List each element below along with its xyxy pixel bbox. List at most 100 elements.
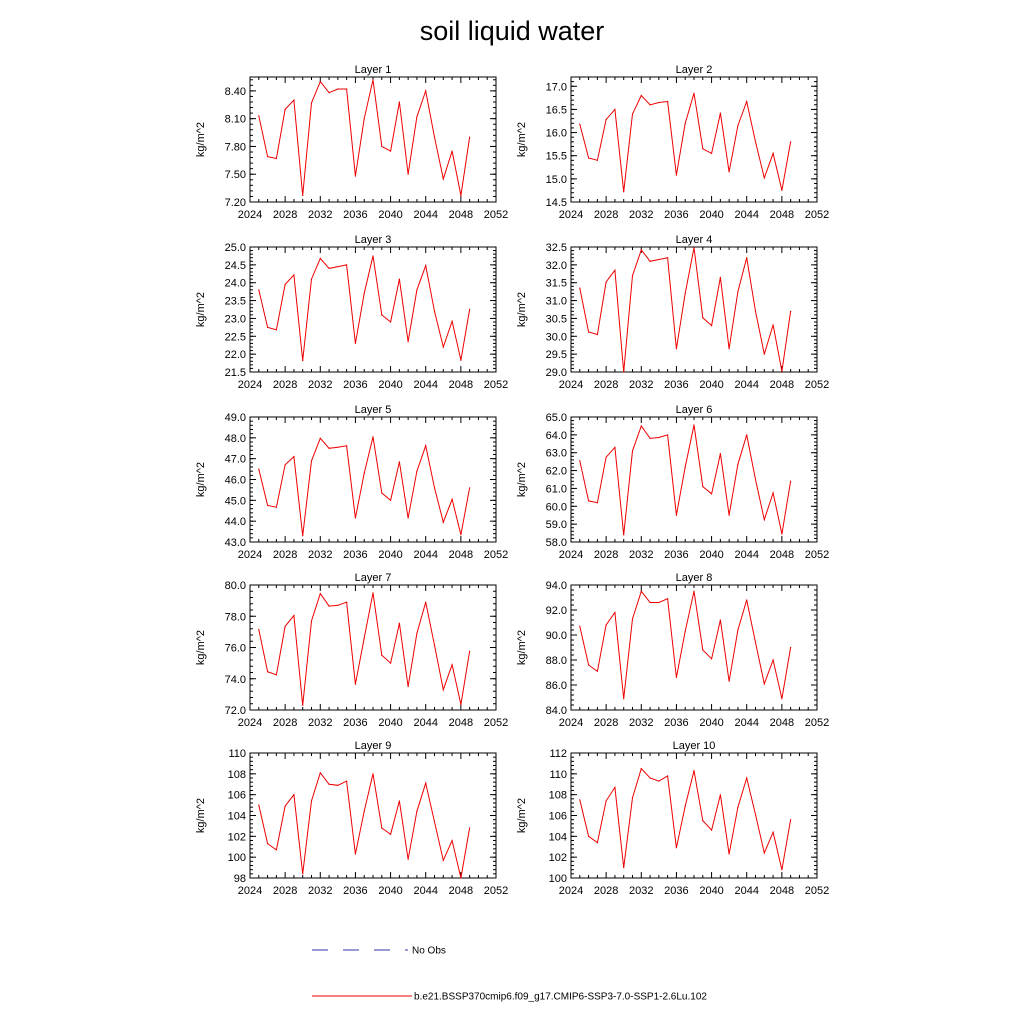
chart-3-point — [451, 320, 453, 322]
chart-2-ytick-label: 17.0 — [546, 81, 567, 93]
chart-8-xtick-label: 2052 — [805, 717, 829, 729]
chart-2-point — [719, 112, 721, 114]
chart-4-point — [693, 247, 695, 249]
chart-10-point — [746, 777, 748, 779]
chart-5-point — [328, 447, 330, 449]
chart-6-point — [605, 456, 607, 458]
chart-9-point — [416, 810, 418, 812]
chart-7-xtick-label: 2048 — [449, 717, 473, 729]
chart-6-ytick-label: 60.0 — [546, 501, 567, 513]
chart-8-xtick-label: 2048 — [770, 717, 794, 729]
chart-3-xtick-label: 2032 — [308, 379, 332, 391]
chart-6-point — [728, 514, 730, 516]
chart-7-ylabel: kg/m^2 — [195, 630, 207, 665]
chart-5-xtick-label: 2032 — [308, 549, 332, 561]
chart-1-xtick-label: 2040 — [378, 209, 402, 221]
chart-panel-layer-10: Layer 10 2024 2028 2032 2036 2040 2044 2048 2052… — [516, 740, 829, 897]
chart-4-point — [790, 310, 792, 312]
chart-9-ylabel: kg/m^2 — [195, 798, 207, 833]
chart-3-xtick-label: 2028 — [273, 379, 297, 391]
chart-1-point — [469, 136, 471, 138]
chart-4-xtick-label: 2040 — [699, 379, 723, 391]
chart-8-ytick-label: 86.0 — [546, 680, 567, 692]
chart-7-point — [372, 592, 374, 594]
chart-7-point — [310, 620, 313, 622]
chart-3-point — [407, 341, 409, 343]
chart-5-xtick-label: 2036 — [343, 549, 367, 561]
chart-3-point — [293, 274, 295, 276]
chart-10-xtick-label: 2048 — [770, 885, 794, 897]
chart-2-ytick-label: 15.0 — [546, 174, 567, 186]
chart-8-point — [684, 630, 686, 632]
chart-10-point — [684, 805, 686, 807]
chart-2-ytick-label: 16.0 — [546, 128, 567, 140]
chart-7-point — [337, 604, 339, 606]
chart-3-point — [389, 321, 392, 323]
chart-7-frame — [249, 584, 497, 711]
chart-7-ytick-label: 72.0 — [225, 705, 246, 717]
chart-7-point — [284, 625, 286, 628]
chart-1-ytick-label: 7.80 — [225, 141, 246, 153]
chart-8-ytick-label: 94.0 — [546, 580, 567, 592]
chart-3-point — [266, 326, 269, 328]
chart-6-point — [737, 463, 739, 465]
chart-9-point — [381, 827, 383, 829]
chart-7-series-line — [258, 592, 471, 706]
chart-9-point — [451, 839, 453, 842]
chart-9-frame — [249, 752, 497, 879]
chart-2-xtick-label: 2048 — [770, 209, 794, 221]
chart-9-point — [407, 858, 409, 860]
chart-9-point — [389, 833, 392, 835]
chart-4-xtick-label: 2048 — [770, 379, 794, 391]
chart-5-point — [433, 487, 436, 489]
chart-5-point — [354, 517, 357, 519]
chart-9-xtick-label: 2044 — [413, 885, 437, 897]
chart-3-point — [363, 292, 365, 295]
chart-9-xtick-label: 2052 — [484, 885, 508, 897]
chart-1-point — [302, 194, 304, 197]
chart-6-xtick-label: 2036 — [664, 549, 688, 561]
chart-2-ylabel: kg/m^2 — [516, 122, 528, 157]
chart-9-ytick-label: 100 — [228, 852, 246, 864]
chart-3-point — [258, 289, 260, 291]
chart-5-xtick-label: 2024 — [238, 549, 262, 561]
chart-7-point — [363, 637, 365, 639]
chart-6-point — [719, 453, 721, 455]
chart-5-ytick-label: 48.0 — [225, 433, 246, 445]
chart-2-point — [579, 123, 581, 125]
chart-8-series-line — [579, 590, 792, 699]
chart-8-point — [631, 618, 634, 620]
chart-4-point — [684, 292, 686, 295]
chart-7-point — [302, 704, 304, 706]
chart-8-title: Layer 8 — [676, 572, 713, 584]
chart-2-point — [754, 141, 757, 143]
chart-5-point — [293, 455, 295, 458]
chart-8-point — [746, 599, 748, 601]
chart-4-point — [667, 257, 669, 259]
chart-8-point — [605, 624, 607, 626]
chart-2-point — [790, 141, 792, 143]
chart-6-title: Layer 6 — [676, 404, 713, 416]
chart-5-point — [346, 445, 348, 447]
chart-10-point — [667, 775, 669, 777]
chart-7-xtick-label: 2052 — [484, 717, 508, 729]
chart-9-xtick-label: 2036 — [343, 885, 367, 897]
chart-5-point — [425, 445, 427, 447]
chart-2-point — [605, 118, 607, 121]
chart-7-point — [442, 689, 444, 691]
chart-10-point — [579, 799, 581, 801]
chart-4-point — [754, 310, 757, 312]
chart-7-ytick-label: 80.0 — [225, 580, 246, 592]
chart-5-xtick-label: 2040 — [378, 549, 402, 561]
figure-title: soil liquid water — [420, 16, 605, 46]
chart-10-point — [719, 794, 721, 796]
chart-3-point — [275, 329, 277, 331]
chart-panel-layer-9: Layer 9 2024 2028 2032 2036 2040 2044 2048 2052 9… — [195, 740, 508, 897]
chart-2-point — [667, 100, 669, 103]
chart-2-xtick-label: 2036 — [664, 209, 688, 221]
chart-6-ytick-label: 64.0 — [546, 430, 567, 442]
chart-3-ytick-label: 22.5 — [225, 331, 246, 343]
chart-9-xtick-label: 2024 — [238, 885, 262, 897]
chart-10-point — [790, 819, 792, 821]
